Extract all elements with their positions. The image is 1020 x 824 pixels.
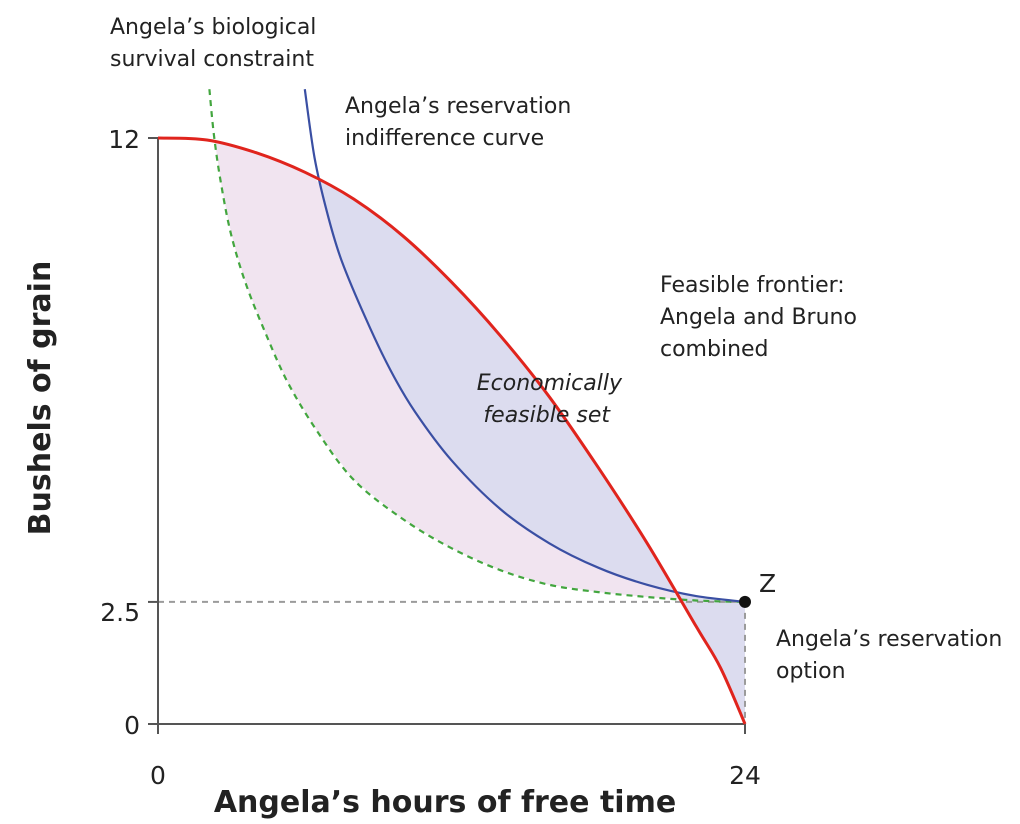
economically-feasible-set-fill xyxy=(320,180,745,724)
frontier-label-line1: Feasible frontier: xyxy=(660,273,845,298)
axis-ticks xyxy=(148,137,746,734)
reservation-indifference-curve-line xyxy=(303,89,746,603)
y-tick-label-2-5: 2.5 xyxy=(100,598,140,627)
feasible-frontier-line xyxy=(157,136,747,725)
x-tick-label-24: 24 xyxy=(729,761,761,790)
x-axis-title: Angela’s hours of free time xyxy=(214,785,676,820)
reservation-option-label-line2: option xyxy=(776,659,846,684)
indifference-curve-label-line2: indifference curve xyxy=(345,126,544,151)
survival-constraint-line xyxy=(208,89,746,603)
x-tick-label-0: 0 xyxy=(150,761,166,790)
survival-constraint-label-line1: Angela’s biological xyxy=(110,15,316,40)
y-tick-label-12: 12 xyxy=(108,125,140,154)
feasible-set-label-line1: Economically xyxy=(477,371,623,396)
point-z-label: Z xyxy=(759,569,776,598)
feasible-set-label-line2: feasible set xyxy=(483,403,611,428)
point-z-marker xyxy=(739,595,751,608)
y-tick-label-0: 0 xyxy=(124,711,140,740)
frontier-label-line3: combined xyxy=(660,337,769,362)
reservation-option-label-line1: Angela’s reservation xyxy=(776,627,1002,652)
frontier-label-line2: Angela and Bruno xyxy=(660,305,857,330)
y-axis-title: Bushels of grain xyxy=(23,261,58,536)
indifference-curve-label-line1: Angela’s reservation xyxy=(345,94,571,119)
survival-region-fill xyxy=(215,142,745,724)
survival-constraint-label-line2: survival constraint xyxy=(110,47,314,72)
